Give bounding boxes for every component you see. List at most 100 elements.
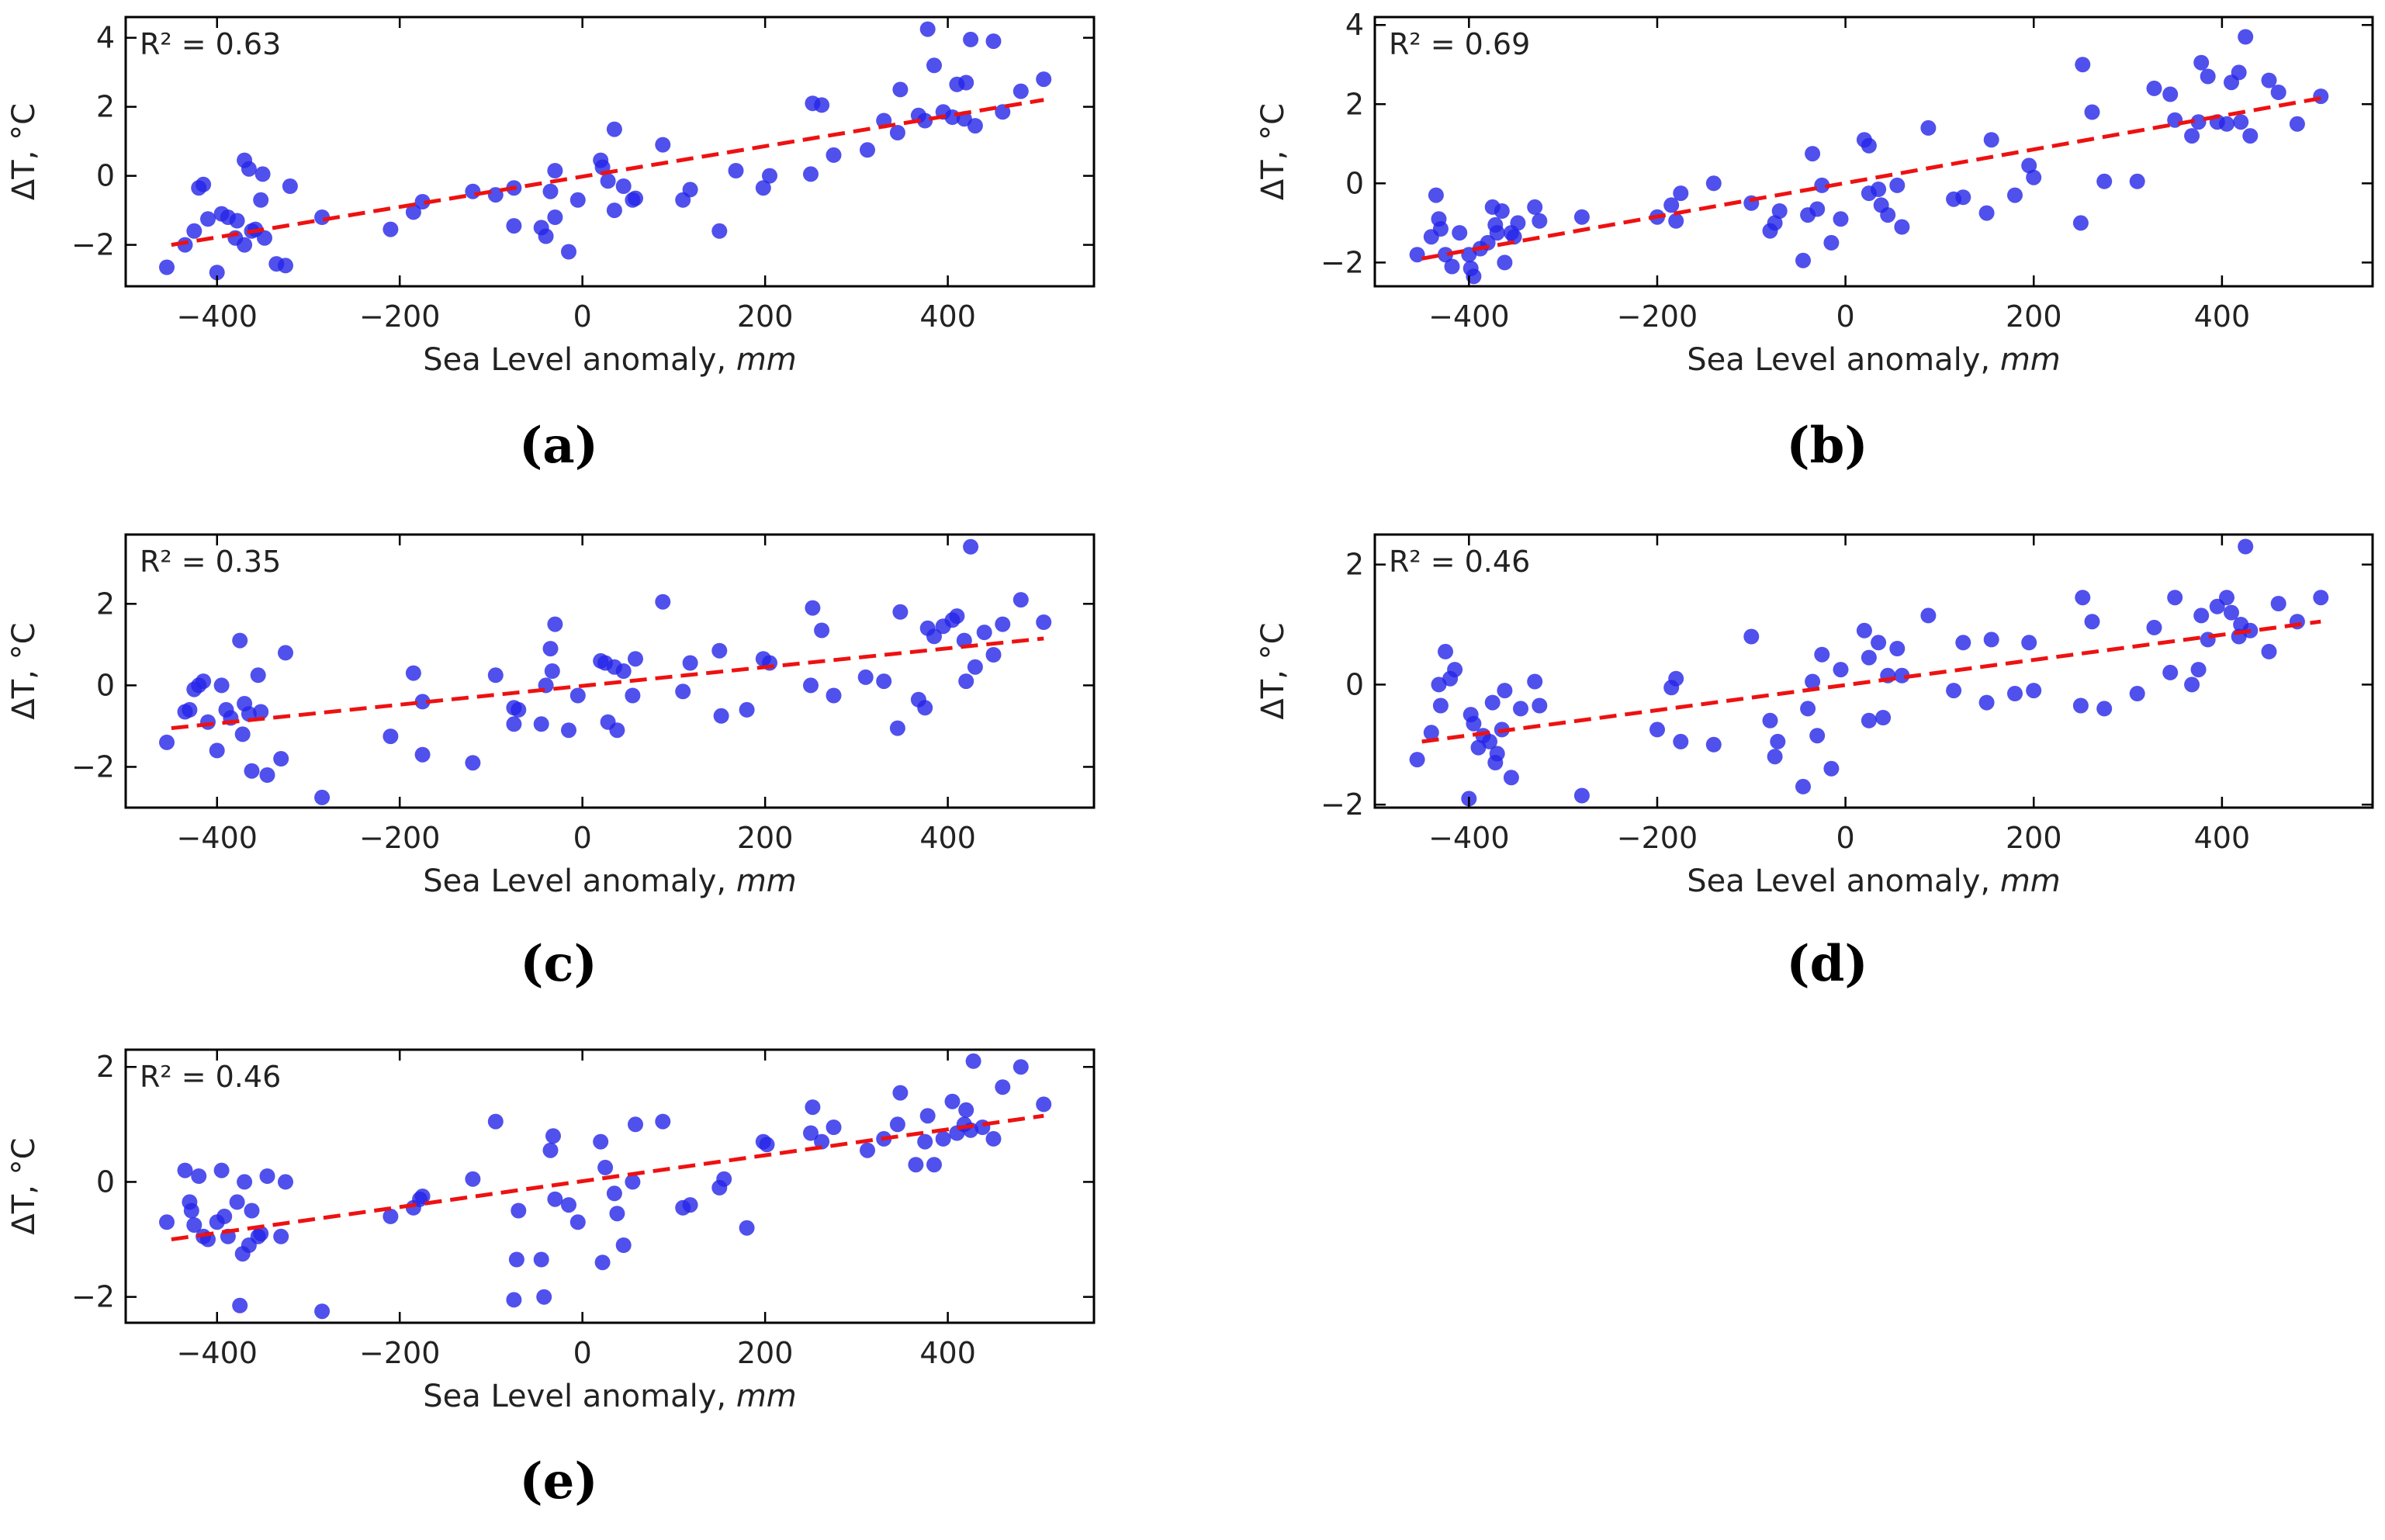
data-point (465, 183, 481, 199)
data-point (1438, 247, 1453, 263)
x-tick-label: 0 (573, 1336, 592, 1370)
data-point (803, 1125, 819, 1141)
y-axis-title: ΔT, °C (6, 622, 42, 719)
data-point (1663, 197, 1680, 213)
data-point (2313, 590, 2329, 606)
y-tick-label: −2 (71, 1280, 115, 1314)
y-axis-title: ΔT, °C (6, 103, 42, 200)
data-point (1894, 667, 1910, 683)
data-point (1447, 662, 1463, 678)
data-point (508, 1251, 524, 1268)
data-point (1452, 225, 1468, 241)
data-point (2231, 64, 2247, 81)
y-tick-label: 2 (1345, 87, 1364, 121)
panel-label: (a) (519, 417, 598, 475)
x-tick-label: 200 (737, 1336, 794, 1370)
panel-label: (d) (1786, 935, 1868, 993)
data-point (2270, 596, 2286, 611)
data-point (908, 1157, 924, 1173)
data-point (2233, 114, 2249, 130)
data-point (949, 608, 965, 625)
data-point (273, 1228, 289, 1244)
data-point (545, 1128, 561, 1144)
data-point (487, 187, 504, 203)
data-point (713, 708, 729, 724)
data-point (182, 701, 198, 718)
data-point (253, 192, 269, 208)
data-point (1527, 199, 1543, 215)
data-point (609, 722, 625, 739)
data-point (254, 166, 271, 182)
data-point (682, 1197, 698, 1213)
data-point (232, 632, 248, 649)
y-tick-label: −2 (71, 228, 115, 262)
data-point (191, 1168, 207, 1184)
data-point (1484, 694, 1501, 711)
data-point (609, 1206, 625, 1222)
data-point (1814, 646, 1830, 663)
data-point (1743, 628, 1760, 645)
data-point (958, 74, 974, 91)
data-point (860, 1142, 875, 1158)
data-point (1673, 185, 1689, 202)
data-point (1506, 229, 1522, 245)
r-squared-label: R² = 0.35 (140, 545, 281, 579)
data-point (1978, 694, 1995, 711)
x-tick-label: −400 (1428, 299, 1509, 334)
data-point (944, 1093, 961, 1109)
data-point (935, 1130, 951, 1147)
x-tick-label: −200 (359, 1336, 440, 1370)
scatter-panel-4: −400 −200 0 200 400 −2 0 2 R² = 0.46 Sea Level an… (1255, 533, 2374, 993)
data-point (958, 673, 974, 690)
data-point (2162, 664, 2179, 680)
data-point (1532, 213, 1548, 229)
data-point (1771, 203, 1788, 219)
data-point (1861, 649, 1877, 666)
data-point (2129, 173, 2145, 189)
data-point (253, 1226, 269, 1242)
data-point (177, 237, 193, 253)
data-point (1894, 219, 1910, 235)
data-point (216, 1208, 233, 1224)
data-point (2261, 643, 2277, 659)
data-point (711, 642, 728, 659)
data-point (739, 701, 755, 718)
data-point (826, 147, 842, 163)
data-point (487, 667, 504, 683)
panel-label: (c) (520, 935, 597, 993)
data-point (244, 763, 260, 779)
data-point (762, 168, 777, 184)
data-point (1012, 592, 1029, 608)
data-point (2270, 85, 2286, 100)
x-tick-label: 200 (737, 299, 794, 334)
data-point (1432, 221, 1449, 237)
data-point (1861, 712, 1877, 728)
data-point (2190, 662, 2207, 678)
data-point (414, 746, 431, 763)
data-point (1513, 701, 1528, 717)
data-point (958, 1102, 974, 1118)
data-point (511, 1203, 527, 1219)
regression-line (171, 636, 1044, 731)
data-point (655, 594, 671, 610)
panel-label: (b) (1786, 417, 1868, 475)
scatter-panel-5: −400 −200 0 200 400 −2 0 2 R² = 0.46 Sea Level an… (6, 1048, 1096, 1511)
x-tick-label: 200 (2006, 821, 2062, 855)
data-point (967, 118, 983, 134)
data-point (2146, 619, 2162, 635)
x-tick-label: −200 (359, 821, 440, 855)
data-point (237, 1174, 253, 1190)
data-point (1833, 662, 1849, 678)
y-tick-label: −2 (71, 749, 115, 784)
data-point (232, 1297, 248, 1313)
data-point (282, 178, 298, 194)
data-point (606, 1185, 622, 1202)
data-point (1880, 207, 1896, 223)
data-point (759, 1137, 775, 1153)
data-point (1889, 641, 1906, 656)
data-point (1955, 635, 1971, 651)
data-point (1444, 258, 1460, 275)
data-point (2096, 173, 2113, 189)
data-point (1833, 211, 1849, 227)
